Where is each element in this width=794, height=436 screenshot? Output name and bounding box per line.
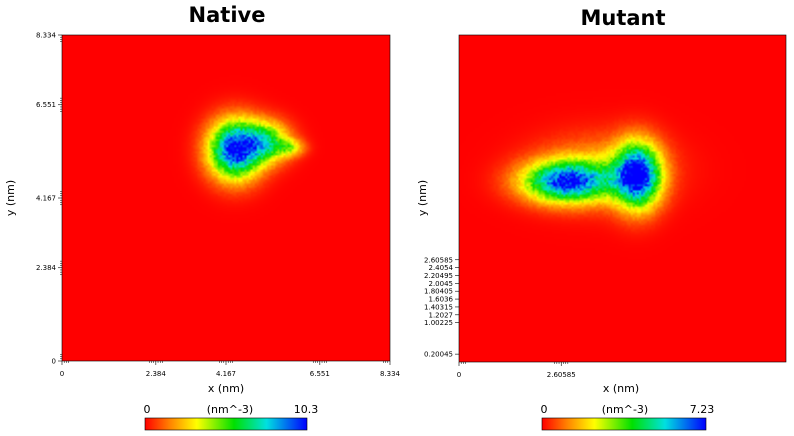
native-colorbar-min-label: 0 — [144, 403, 151, 416]
native-x-axis: 0 2.384 4.167 6.551 8.334 — [60, 361, 401, 378]
y-tick-label: 8.334 — [36, 32, 57, 40]
native-panel: Native 0 2.384 4.167 6.551 8.334 0 2.384 4.167… — [4, 3, 401, 431]
y-tick-label: 1.40315 — [424, 303, 453, 311]
x-tick-label: 0 — [457, 371, 461, 379]
y-tick-label: 0.20045 — [424, 351, 453, 359]
native-colorbar: 0 (nm^-3) 10.3 — [144, 403, 319, 431]
mutant-colorbar-min-label: 0 — [541, 403, 548, 416]
mutant-colorbar-max-label: 7.23 — [690, 403, 715, 416]
native-density-heatmap — [62, 35, 390, 361]
y-tick-label: 4.167 — [36, 195, 56, 203]
mutant-colorbar-unit-label: (nm^-3) — [602, 403, 648, 416]
native-y-axis-label: y (nm) — [4, 180, 17, 216]
x-tick-label: 2.384 — [146, 370, 167, 378]
y-tick-label: 2.60585 — [424, 256, 453, 264]
y-tick-label: 1.80405 — [424, 288, 453, 296]
mutant-y-axis: 0.20045 1.002251.20271.403151.60361.80405… — [424, 256, 459, 359]
y-tick-label: 2.0045 — [429, 280, 454, 288]
native-colorbar-gradient — [144, 417, 308, 431]
mutant-colorbar-gradient — [541, 417, 707, 431]
mutant-panel: Mutant 0 2.60585 0.20045 1.002251.20271.40… — [416, 6, 787, 431]
y-tick-label: 0 — [52, 358, 56, 366]
y-tick-label: 1.6036 — [429, 296, 454, 304]
mutant-colorbar: 0 (nm^-3) 7.23 — [541, 403, 715, 431]
y-tick-label: 2.20495 — [424, 272, 453, 280]
mutant-y-axis-label: y (nm) — [416, 180, 429, 216]
y-tick-label: 1.00225 — [424, 319, 453, 327]
y-tick-label: 2.384 — [36, 264, 57, 272]
y-tick-label: 2.4054 — [429, 264, 454, 272]
y-tick-label: 1.2027 — [429, 311, 454, 319]
mutant-x-axis-label: x (nm) — [603, 382, 639, 395]
mutant-x-axis: 0 2.60585 — [457, 362, 576, 379]
native-colorbar-unit-label: (nm^-3) — [207, 403, 253, 416]
x-tick-label: 4.167 — [216, 370, 236, 378]
y-tick-label: 6.551 — [36, 101, 56, 109]
x-tick-label: 0 — [60, 370, 64, 378]
mutant-density-heatmap — [459, 35, 786, 362]
x-tick-label: 6.551 — [310, 370, 330, 378]
x-tick-label: 8.334 — [380, 370, 401, 378]
mutant-title: Mutant — [580, 6, 665, 30]
native-colorbar-max-label: 10.3 — [294, 403, 319, 416]
x-tick-label: 2.60585 — [547, 371, 576, 379]
native-title: Native — [189, 3, 266, 27]
mutant-plot-frame — [458, 34, 787, 363]
native-y-axis: 0 2.384 4.167 6.551 8.334 — [36, 32, 62, 366]
native-x-axis-label: x (nm) — [208, 382, 244, 395]
